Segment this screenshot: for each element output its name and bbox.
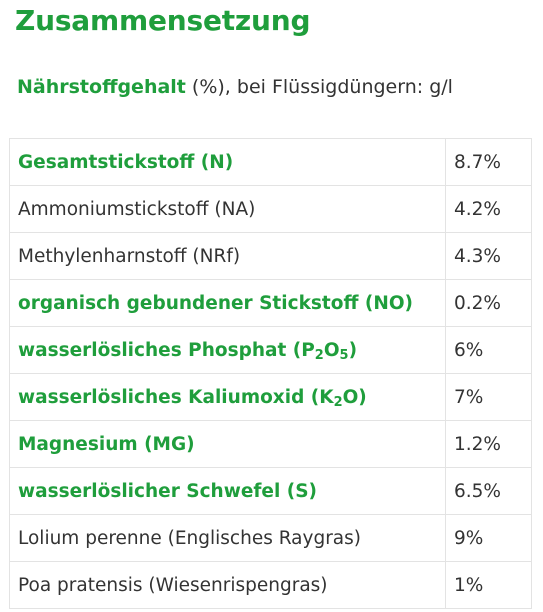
- ingredient-value: 8.7%: [445, 138, 532, 186]
- ingredient-value: 0.2%: [445, 279, 532, 327]
- table-row: Magnesium (MG) 1.2%: [9, 420, 532, 468]
- ingredient-name: wasserlösliches Kaliumoxid (K2O): [9, 373, 446, 421]
- composition-table-body: Gesamtstickstoff (N) 8.7% Ammoniumsticksto…: [9, 138, 532, 609]
- ingredient-value: 4.3%: [445, 232, 532, 280]
- ingredient-name-text: Methylenharnstoff (NRf): [18, 245, 241, 267]
- table-row: organisch gebundener Stickstoff (NO) 0.2%: [9, 279, 532, 327]
- ingredient-name: organisch gebundener Stickstoff (NO): [9, 279, 446, 327]
- ingredient-name: Magnesium (MG): [9, 420, 446, 468]
- page-title: Zusammensetzung: [15, 4, 311, 37]
- ingredient-name: Lolium perenne (Englisches Raygras): [9, 514, 446, 562]
- ingredient-name: Poa pratensis (Wiesenrispengras): [9, 561, 446, 609]
- ingredient-name-text: Ammoniumstickstoff (NA): [18, 198, 256, 220]
- ingredient-value: 1.2%: [445, 420, 532, 468]
- ingredient-name: wasserlöslicher Schwefel (S): [9, 467, 446, 515]
- ingredient-name-text: O): [342, 386, 367, 408]
- ingredient-name-text: Lolium perenne (Englisches Raygras): [18, 527, 361, 549]
- ingredient-name-text: Gesamtstickstoff (N): [18, 151, 234, 173]
- ingredient-value: 6%: [445, 326, 532, 374]
- ingredient-name-text: ): [348, 339, 358, 361]
- ingredient-name: Ammoniumstickstoff (NA): [9, 185, 446, 233]
- table-row: wasserlösliches Phosphat (P2O5) 6%: [9, 326, 532, 374]
- table-row: Ammoniumstickstoff (NA) 4.2%: [9, 185, 532, 233]
- ingredient-value: 4.2%: [445, 185, 532, 233]
- composition-table: Gesamtstickstoff (N) 8.7% Ammoniumsticksto…: [9, 138, 532, 609]
- nutrient-subtitle: Nährstoffgehalt (%), bei Flüssigdüngern:…: [17, 76, 453, 98]
- ingredient-name-text: wasserlösliches Phosphat (P: [18, 339, 315, 361]
- ingredient-name-text: Magnesium (MG): [18, 433, 195, 455]
- table-row: Gesamtstickstoff (N) 8.7%: [9, 138, 532, 186]
- ingredient-value: 9%: [445, 514, 532, 562]
- ingredient-name: Methylenharnstoff (NRf): [9, 232, 446, 280]
- ingredient-value: 1%: [445, 561, 532, 609]
- table-row: Lolium perenne (Englisches Raygras) 9%: [9, 514, 532, 562]
- nutrient-subtitle-rest: (%), bei Flüssigdüngern: g/l: [185, 76, 453, 98]
- nutrient-subtitle-strong: Nährstoffgehalt: [17, 76, 186, 98]
- subscript: 2: [333, 394, 343, 410]
- ingredient-value: 6.5%: [445, 467, 532, 515]
- ingredient-name: wasserlösliches Phosphat (P2O5): [9, 326, 446, 374]
- table-row: Methylenharnstoff (NRf) 4.3%: [9, 232, 532, 280]
- ingredient-name-text: O: [323, 339, 340, 361]
- ingredient-name-text: organisch gebundener Stickstoff (NO): [18, 292, 413, 314]
- subscript: 5: [339, 347, 349, 363]
- ingredient-name: Gesamtstickstoff (N): [9, 138, 446, 186]
- ingredient-name-text: wasserlöslicher Schwefel (S): [18, 480, 317, 502]
- ingredient-name-text: wasserlösliches Kaliumoxid (K: [18, 386, 334, 408]
- subscript: 2: [314, 347, 324, 363]
- table-row: Poa pratensis (Wiesenrispengras) 1%: [9, 561, 532, 609]
- table-row: wasserlösliches Kaliumoxid (K2O) 7%: [9, 373, 532, 421]
- ingredient-value: 7%: [445, 373, 532, 421]
- table-row: wasserlöslicher Schwefel (S) 6.5%: [9, 467, 532, 515]
- ingredient-name-text: Poa pratensis (Wiesenrispengras): [18, 574, 328, 596]
